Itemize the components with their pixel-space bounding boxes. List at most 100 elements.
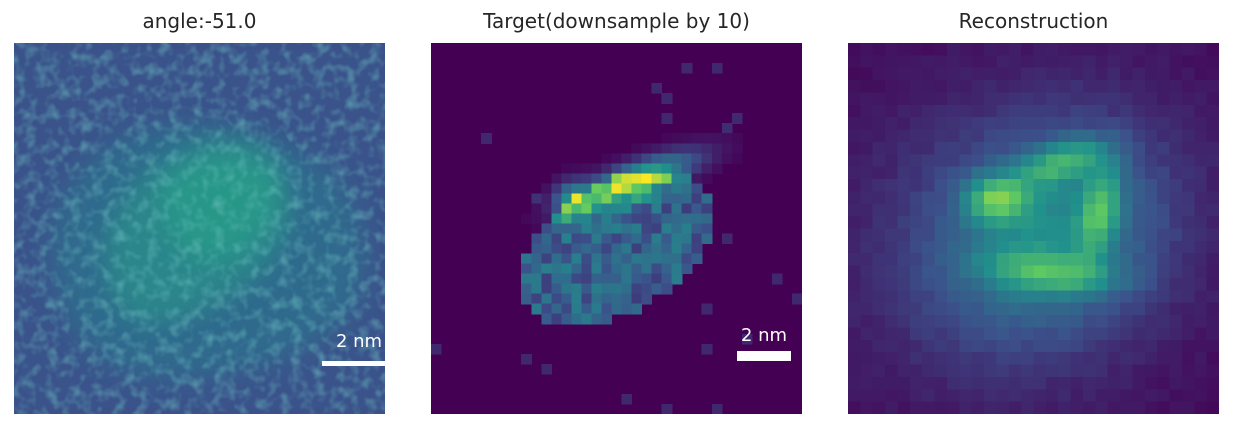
heatmap-pixel xyxy=(897,67,911,81)
heatmap-pixel xyxy=(1058,327,1072,341)
heatmap-pixel xyxy=(872,92,886,106)
heatmap-pixel xyxy=(1144,364,1158,378)
heatmap-pixel xyxy=(946,129,960,143)
heatmap-pixel xyxy=(1070,327,1084,341)
heatmap-pixel xyxy=(1144,129,1158,143)
heatmap-pixel xyxy=(591,193,603,205)
heatmap-pixel xyxy=(1107,253,1121,267)
heatmap-pixel xyxy=(1008,352,1022,366)
heatmap-pixel xyxy=(1169,191,1183,205)
heatmap-pixel xyxy=(860,203,874,217)
heatmap-pixel xyxy=(1132,191,1146,205)
heatmap-pixel xyxy=(984,401,997,414)
heatmap-pixel xyxy=(897,179,911,192)
heatmap-pixel xyxy=(1021,179,1035,192)
heatmap-pixel xyxy=(531,293,542,305)
heatmap-pixel xyxy=(1008,389,1022,403)
heatmap-pixel xyxy=(848,154,861,168)
heatmap-pixel xyxy=(571,183,583,195)
heatmap-pixel xyxy=(860,166,874,180)
heatmap-pixel xyxy=(984,240,997,254)
heatmap-pixel xyxy=(1095,67,1109,81)
heatmap-pixel xyxy=(701,153,713,164)
heatmap-pixel xyxy=(541,313,552,325)
heatmap-pixel xyxy=(1157,401,1171,414)
heatmap-pixel xyxy=(922,401,936,414)
heatmap-pixel xyxy=(641,173,653,184)
scalebar-target: 2 nm xyxy=(737,325,791,371)
heatmap-pixel xyxy=(971,129,985,143)
heatmap-pixel xyxy=(946,191,960,205)
heatmap-pixel xyxy=(934,401,948,414)
heatmap-pixel xyxy=(601,173,613,184)
heatmap-pixel xyxy=(872,216,886,230)
heatmap-pixel xyxy=(601,203,613,215)
heatmap-pixel xyxy=(1107,179,1121,192)
heatmap-pixel xyxy=(591,273,603,285)
heatmap-pixel xyxy=(1169,92,1183,106)
heatmap-pixel xyxy=(541,233,552,245)
heatmap-pixel xyxy=(885,191,899,205)
heatmap-pixel xyxy=(601,233,613,245)
heatmap-pixel xyxy=(601,243,613,255)
heatmap-pixel xyxy=(1144,55,1158,69)
heatmap-pixel xyxy=(661,273,673,285)
heatmap-pixel xyxy=(551,213,562,225)
heatmap-pixel xyxy=(1021,141,1035,155)
heatmap-pixel xyxy=(848,277,861,291)
heatmap-pixel xyxy=(959,67,973,81)
heatmap-pixel xyxy=(897,216,911,230)
heatmap-pixel xyxy=(959,104,973,118)
heatmap-pixel xyxy=(1194,302,1208,316)
heatmap-pixel xyxy=(1021,364,1035,378)
heatmap-pixel xyxy=(1157,179,1171,192)
heatmap-pixel xyxy=(681,183,693,195)
heatmap-pixel xyxy=(984,302,997,316)
heatmap-pixel xyxy=(661,183,673,195)
heatmap-pixel xyxy=(996,166,1010,180)
heatmap-pixel xyxy=(1144,166,1158,180)
heatmap-pixel xyxy=(897,253,911,267)
heatmap-pixel xyxy=(621,233,633,245)
heatmap-pixel xyxy=(872,364,886,378)
heatmap-pixel xyxy=(701,303,713,315)
heatmap-pixel xyxy=(897,389,911,403)
heatmap-pixel xyxy=(1181,277,1195,291)
heatmap-pixel xyxy=(1045,376,1059,390)
heatmap-pixel xyxy=(611,293,623,305)
heatmap-pixel xyxy=(959,129,973,143)
heatmap-pixel xyxy=(922,55,936,69)
panel-title-angle: angle:-51.0 xyxy=(142,9,257,33)
heatmap-pixel xyxy=(1144,376,1158,390)
heatmap-pixel xyxy=(1045,364,1059,378)
heatmap-pixel xyxy=(1070,389,1084,403)
heatmap-pixel xyxy=(1120,203,1134,217)
heatmap-pixel xyxy=(611,273,623,285)
heatmap-pixel xyxy=(1107,117,1121,131)
heatmap-pixel xyxy=(984,339,997,353)
heatmap-pixel xyxy=(661,163,673,174)
heatmap-pixel xyxy=(959,302,973,316)
heatmap-pixel xyxy=(681,253,693,265)
heatmap-pixel xyxy=(631,163,643,174)
heatmap-pixel xyxy=(551,183,562,195)
heatmap-pixel xyxy=(1169,265,1183,279)
heatmap-pixel xyxy=(531,193,542,205)
heatmap-pixel xyxy=(848,166,861,180)
heatmap-pixel xyxy=(885,154,899,168)
heatmap-pixel xyxy=(581,173,593,184)
heatmap-pixel xyxy=(591,263,603,275)
heatmap-pixel xyxy=(591,303,603,315)
heatmap-pixel xyxy=(521,283,532,295)
heatmap-pixel xyxy=(1144,352,1158,366)
heatmap-pixel xyxy=(934,339,948,353)
heatmap-pixel xyxy=(872,43,886,56)
heatmap-pixel xyxy=(1045,352,1059,366)
heatmap-pixel xyxy=(959,216,973,230)
heatmap-pixel xyxy=(885,352,899,366)
heatmap-pixel xyxy=(1021,352,1035,366)
heatmap-pixel xyxy=(984,117,997,131)
heatmap-pixel xyxy=(1107,92,1121,106)
heatmap-pixel xyxy=(1045,104,1059,118)
heatmap-pixel xyxy=(897,154,911,168)
